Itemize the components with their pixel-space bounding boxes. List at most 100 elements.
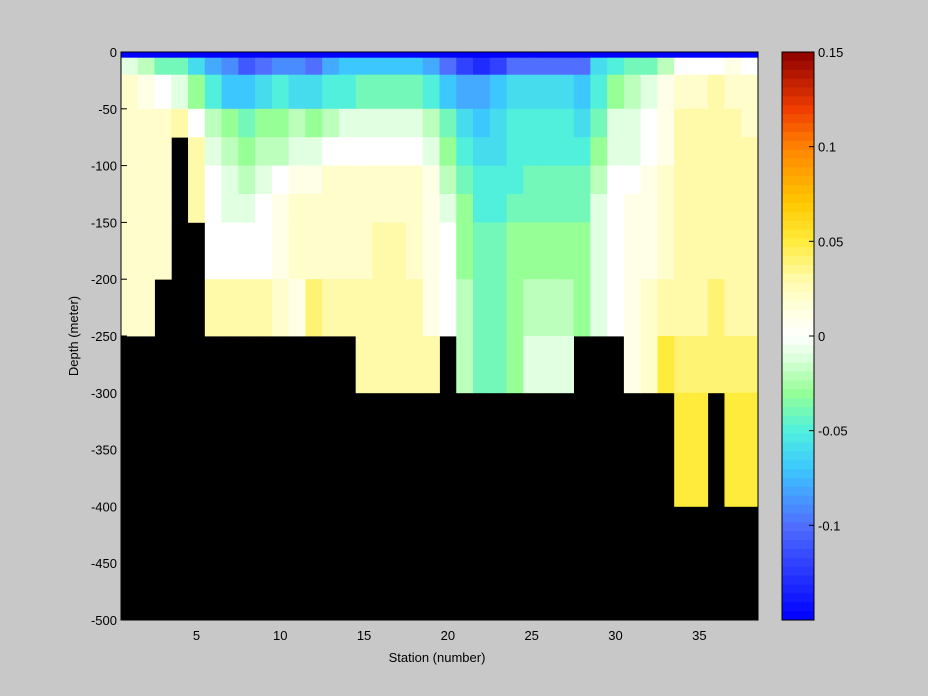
heatmap-cell bbox=[389, 137, 407, 166]
colorbar-segment bbox=[782, 176, 814, 186]
heatmap-cell bbox=[137, 279, 155, 337]
heatmap-cell bbox=[204, 57, 222, 76]
heatmap-cell bbox=[590, 222, 608, 280]
heatmap-cell bbox=[523, 279, 541, 337]
heatmap-cell bbox=[305, 108, 323, 138]
heatmap-cell bbox=[674, 52, 692, 59]
heatmap-cell bbox=[372, 165, 390, 195]
heatmap-cell bbox=[473, 74, 491, 110]
colorbar-tick-label: -0.1 bbox=[818, 518, 840, 533]
colorbar-segment bbox=[782, 185, 814, 195]
heatmap-cells bbox=[121, 52, 759, 507]
heatmap-cell bbox=[355, 137, 373, 166]
heatmap-cell bbox=[741, 137, 759, 166]
heatmap-cell bbox=[657, 52, 675, 59]
heatmap-cell bbox=[405, 279, 424, 337]
heatmap-cell bbox=[540, 279, 558, 337]
heatmap-cell bbox=[741, 194, 759, 223]
heatmap-cell bbox=[422, 222, 440, 280]
heatmap-cell bbox=[422, 279, 440, 337]
colorbar-segment bbox=[782, 584, 814, 594]
colorbar-segment bbox=[782, 123, 814, 133]
colorbar-segment bbox=[782, 247, 814, 257]
heatmap-cell bbox=[154, 108, 172, 138]
heatmap-cell bbox=[439, 74, 457, 110]
colorbar-tick-label: 0.1 bbox=[818, 140, 836, 155]
heatmap-cell bbox=[305, 74, 323, 110]
heatmap-cell bbox=[221, 52, 239, 59]
heatmap-cell bbox=[439, 108, 457, 138]
heatmap-cell bbox=[690, 74, 709, 110]
colorbar-segment bbox=[782, 486, 814, 497]
heatmap-cell bbox=[674, 222, 692, 280]
heatmap-cell bbox=[674, 336, 692, 394]
heatmap-cell bbox=[255, 108, 273, 138]
colorbar-segment bbox=[782, 167, 814, 177]
y-tick-label: -450 bbox=[91, 556, 117, 571]
heatmap-cell bbox=[221, 222, 239, 280]
colorbar-segment bbox=[782, 611, 814, 621]
colorbar-segment bbox=[782, 557, 814, 568]
y-tick-label: -500 bbox=[91, 613, 117, 628]
heatmap-cell bbox=[121, 137, 139, 166]
heatmap-cell bbox=[355, 57, 373, 76]
heatmap-cell bbox=[154, 52, 172, 59]
heatmap-cell bbox=[640, 222, 658, 280]
heatmap-cell bbox=[540, 165, 558, 195]
heatmap-cell bbox=[556, 52, 574, 59]
plot-frame bbox=[120, 51, 759, 621]
y-axis-ticks: 0 -50 -100 -150 -200 -250 -300 -350 -400 -450 -500 bbox=[91, 45, 127, 628]
heatmap-cell bbox=[690, 57, 709, 76]
heatmap-cell bbox=[355, 108, 373, 138]
heatmap-cell bbox=[556, 279, 574, 337]
heatmap-cell bbox=[473, 57, 491, 76]
heatmap-cell bbox=[372, 57, 390, 76]
heatmap-cell bbox=[372, 336, 390, 394]
heatmap-cell bbox=[540, 336, 558, 394]
x-tick-label: 10 bbox=[273, 628, 287, 643]
heatmap-cell bbox=[456, 165, 474, 195]
heatmap-cell bbox=[137, 194, 155, 223]
colorbar-segment bbox=[782, 158, 814, 168]
heatmap-cell bbox=[204, 222, 222, 280]
colorbar-segment bbox=[782, 433, 814, 444]
heatmap-cell bbox=[372, 74, 390, 110]
heatmap-cell bbox=[439, 57, 457, 76]
heatmap-cell bbox=[506, 165, 524, 195]
heatmap-cell bbox=[405, 194, 424, 223]
heatmap-cell bbox=[674, 137, 692, 166]
heatmap-cell bbox=[405, 165, 424, 195]
heatmap-cell bbox=[271, 222, 290, 280]
heatmap-cell bbox=[540, 108, 558, 138]
heatmap-cell bbox=[271, 52, 290, 59]
heatmap-cell bbox=[741, 74, 759, 110]
heatmap-cell bbox=[322, 137, 340, 166]
heatmap-cell bbox=[506, 74, 524, 110]
heatmap-cell bbox=[506, 52, 524, 59]
heatmap-cell bbox=[355, 279, 373, 337]
colorbar-segment bbox=[782, 389, 814, 399]
heatmap-cell bbox=[305, 57, 323, 76]
heatmap-cell bbox=[355, 336, 373, 394]
heatmap-cell bbox=[590, 52, 608, 59]
colorbar bbox=[782, 52, 814, 621]
heatmap-cell bbox=[288, 52, 306, 59]
heatmap-cell bbox=[540, 74, 558, 110]
heatmap-cell bbox=[657, 279, 675, 337]
heatmap-cell bbox=[690, 392, 709, 507]
heatmap-cell bbox=[238, 194, 256, 223]
heatmap-cell bbox=[405, 108, 424, 138]
colorbar-segment bbox=[782, 344, 814, 355]
heatmap-cell bbox=[573, 52, 591, 59]
heatmap-cell bbox=[322, 74, 340, 110]
heatmap-cell bbox=[573, 279, 591, 337]
colorbar-segment bbox=[782, 469, 814, 479]
colorbar-segment bbox=[782, 140, 814, 151]
heatmap-cell bbox=[121, 194, 139, 223]
heatmap-cell bbox=[690, 137, 709, 166]
heatmap-cell bbox=[590, 108, 608, 138]
heatmap-cell bbox=[607, 279, 625, 337]
heatmap-cell bbox=[322, 57, 340, 76]
heatmap-cell bbox=[473, 52, 491, 59]
